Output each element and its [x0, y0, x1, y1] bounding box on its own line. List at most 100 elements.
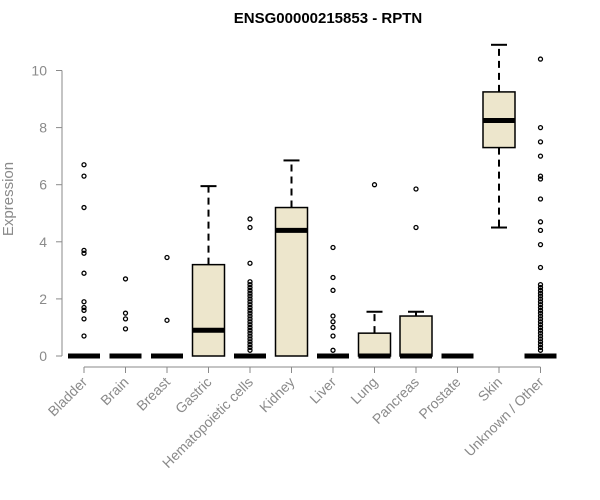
outlier-point	[247, 319, 253, 325]
outlier-point	[247, 313, 253, 319]
category-label: Kidney	[256, 374, 298, 416]
outlier-point	[247, 307, 253, 313]
outlier-point	[330, 244, 336, 251]
outlier-point	[247, 224, 253, 231]
outlier-point	[537, 299, 544, 305]
outlier-point	[537, 336, 544, 342]
outlier-point	[330, 287, 336, 293]
outlier-point	[81, 162, 87, 168]
outlier-point	[537, 284, 544, 291]
outlier-point	[537, 333, 544, 339]
outlier-point	[537, 327, 544, 333]
outlier-point	[537, 296, 544, 302]
outlier-point	[247, 290, 253, 296]
y-axis-label: Expression	[0, 162, 17, 236]
y-axis: 0 2 4 6 8 10	[31, 63, 63, 364]
outlier-point	[247, 293, 253, 299]
outlier-point	[537, 176, 544, 182]
outlier-point	[81, 270, 87, 276]
box-group	[274, 159, 309, 357]
outlier-point	[537, 56, 544, 62]
outlier-point	[247, 281, 253, 288]
outlier-point	[537, 219, 544, 225]
outlier-point	[537, 139, 544, 145]
outlier-point	[537, 313, 544, 319]
outlier-point	[81, 173, 87, 179]
box-group	[399, 186, 433, 359]
outlier-point	[247, 301, 253, 308]
outlier-point	[330, 333, 336, 339]
outlier-point	[413, 224, 419, 231]
outlier-point	[122, 276, 129, 282]
outlier-point	[537, 264, 544, 271]
outlier-point	[247, 339, 253, 345]
category-label: Prostate	[415, 374, 463, 422]
outlier-point	[537, 347, 544, 353]
outlier-point	[247, 260, 253, 266]
box-group	[68, 162, 100, 359]
outlier-point	[247, 344, 253, 351]
box	[357, 332, 392, 357]
outlier-point	[247, 327, 253, 333]
outlier-point	[81, 307, 87, 313]
y-tick-label: 6	[39, 177, 47, 193]
category-label: Breast	[133, 374, 173, 414]
outlier-point	[247, 341, 253, 348]
outlier-point	[247, 216, 253, 222]
outlier-point	[330, 347, 336, 353]
outlier-point	[247, 324, 253, 331]
outlier-point	[537, 227, 544, 234]
outlier-point	[537, 321, 544, 328]
y-tick-label: 4	[39, 234, 47, 250]
outlier-point	[537, 281, 544, 288]
y-tick-label: 8	[39, 120, 47, 136]
outlier-point	[247, 336, 253, 342]
box-group	[151, 254, 183, 359]
box-group	[482, 43, 516, 229]
outlier-point	[247, 310, 253, 316]
outlier-point	[537, 319, 544, 325]
outlier-point	[330, 274, 336, 281]
box	[399, 315, 433, 357]
outlier-point	[247, 347, 253, 353]
outlier-point	[81, 250, 87, 256]
outlier-point	[164, 254, 170, 261]
outlier-point	[247, 333, 253, 339]
y-tick-label: 2	[39, 291, 47, 307]
category-label: Bladder	[45, 374, 91, 420]
outlier-point	[164, 317, 170, 323]
outlier-point	[537, 341, 544, 348]
outlier-point	[537, 173, 544, 179]
box-group	[109, 276, 142, 359]
outlier-point	[537, 301, 544, 308]
outlier-point	[247, 299, 253, 305]
outlier-point	[122, 316, 129, 322]
outlier-point	[537, 290, 544, 296]
category-label: Brain	[97, 374, 131, 408]
outlier-point	[537, 124, 544, 131]
outlier-point	[537, 339, 544, 345]
category-label: Skin	[475, 374, 506, 405]
outlier-point	[247, 304, 253, 311]
box-group	[524, 56, 557, 359]
category-label: Lung	[347, 374, 380, 407]
outlier-point	[537, 242, 544, 248]
outlier-point	[537, 330, 544, 336]
outlier-point	[81, 333, 87, 339]
outlier-point	[81, 247, 87, 254]
outlier-point	[537, 324, 544, 331]
outlier-point	[537, 153, 544, 159]
outlier-point	[537, 316, 544, 322]
outlier-point	[537, 304, 544, 311]
outlier-point	[247, 279, 253, 285]
outlier-point	[537, 196, 544, 202]
plot-area	[68, 43, 557, 359]
outlier-point	[247, 321, 253, 328]
outlier-point	[330, 324, 336, 331]
outlier-point	[81, 299, 87, 305]
outlier-point	[537, 293, 544, 299]
y-tick-label: 10	[31, 63, 47, 79]
box-group	[317, 244, 349, 359]
outlier-point	[330, 313, 336, 319]
